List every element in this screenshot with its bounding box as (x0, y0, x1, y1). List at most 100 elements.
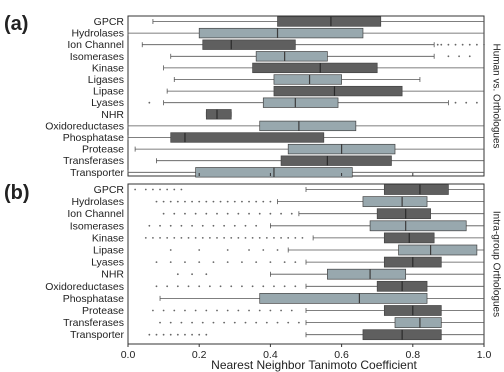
category-label-a-hydrolases: Hydrolases (71, 28, 124, 40)
outlier-b-oxidoreductases-7 (230, 285, 233, 288)
outlier-a-ion-channel-3 (454, 43, 457, 46)
outlier-b-transferases-6 (223, 321, 226, 324)
outlier-b-hydrolases-14 (255, 200, 258, 203)
outlier-b-hydrolases-2 (169, 200, 172, 203)
outlier-b-lyases-3 (198, 261, 201, 263)
outlier-b-ion-channel-8 (248, 212, 250, 215)
side-label-a: Human vs. Orthologues (490, 43, 501, 148)
outlier-b-transporter-0 (148, 333, 151, 336)
outlier-b-oxidoreductases-9 (251, 285, 254, 288)
box-b-nhr (327, 268, 407, 280)
outlier-a-ion-channel-2 (447, 43, 450, 46)
outlier-b-lipase-4 (262, 249, 265, 251)
category-label-b-hydrolases: Hydrolases (71, 196, 124, 208)
outlier-b-hydrolases-7 (205, 200, 208, 203)
outlier-b-oxidoreductases-5 (208, 285, 211, 288)
category-label-a-protease: Protease (82, 144, 124, 156)
outlier-b-nhr-2 (205, 273, 208, 276)
category-label-b-ion-channel: Ion Channel (67, 208, 124, 220)
outlier-b-transferases-0 (159, 321, 161, 324)
category-label-a-transferases: Transferases (63, 155, 124, 167)
outlier-b-hydrolases-15 (262, 200, 265, 203)
outlier-b-kinase-8 (201, 237, 204, 239)
box-a-isomerases (255, 51, 328, 62)
outlier-b-oxidoreductases-6 (219, 285, 222, 288)
category-label-a-gpcr: GPCR (94, 16, 125, 28)
x-tick-label-2: 0.4 (263, 349, 278, 361)
outlier-b-transporter-6 (191, 333, 193, 336)
box-a-ion-channel (202, 39, 296, 50)
x-tick-label-0: 0.0 (121, 349, 136, 361)
outlier-b-ion-channel-9 (258, 212, 261, 215)
outlier-b-kinase-2 (159, 237, 161, 239)
outlier-b-isomerases-3 (180, 224, 183, 227)
outlier-b-transferases-2 (180, 321, 183, 324)
outlier-b-kinase-22 (301, 237, 304, 239)
outlier-b-hydrolases-0 (155, 200, 158, 203)
outlier-a-isomerases-2 (468, 55, 471, 58)
outlier-b-gpcr-3 (159, 188, 161, 191)
side-label-b: Intra-group Orthologues (490, 211, 501, 317)
outlier-b-kinase-18 (273, 237, 275, 239)
box-a-transferases (280, 155, 392, 166)
outlier-b-hydrolases-12 (241, 200, 243, 203)
category-label-a-phosphatase: Phosphatase (63, 132, 124, 144)
outlier-b-ion-channel-6 (226, 212, 229, 215)
outlier-b-kinase-6 (187, 237, 190, 239)
box-a-lipase (273, 85, 403, 97)
outlier-b-nhr-1 (191, 273, 193, 276)
category-label-a-transporter: Transporter (70, 167, 124, 179)
category-label-b-lyases: Lyases (91, 257, 124, 269)
outlier-b-hydrolases-9 (219, 200, 222, 203)
box-a-oxidoreductases (259, 120, 357, 132)
x-tick-label-5: 1.0 (477, 349, 492, 361)
outlier-b-gpcr-5 (173, 188, 176, 191)
outlier-b-isomerases-1 (159, 224, 161, 227)
panel-label-b: (b) (4, 182, 30, 204)
box-a-phosphatase (170, 132, 325, 143)
category-label-b-gpcr: GPCR (94, 184, 125, 196)
outlier-b-oxidoreductases-0 (155, 285, 158, 288)
outlier-b-transporter-5 (184, 333, 186, 336)
x-tick-label-3: 0.6 (334, 349, 349, 361)
outlier-b-protease-13 (290, 309, 293, 312)
outlier-b-kinase-5 (180, 237, 183, 239)
panel-b-frame (127, 183, 485, 345)
category-label-b-lipase: Lipase (93, 245, 124, 257)
outlier-b-protease-7 (226, 309, 229, 312)
outlier-b-oxidoreductases-11 (273, 285, 275, 288)
outlier-a-ion-channel-4 (461, 43, 464, 46)
outlier-b-isomerases-2 (169, 224, 172, 227)
outlier-b-gpcr-6 (180, 188, 183, 191)
outlier-b-transferases-5 (212, 321, 215, 324)
outlier-b-ion-channel-10 (269, 212, 272, 215)
outlier-b-hydrolases-1 (162, 200, 165, 203)
x-tick-label-1: 0.2 (192, 349, 207, 361)
category-label-b-oxidoreductases: Oxidoreductases (45, 281, 124, 293)
category-label-b-protease: Protease (82, 305, 124, 317)
outlier-a-ion-channel-5 (468, 43, 471, 46)
outlier-b-transporter-2 (162, 333, 165, 336)
outlier-b-ion-channel-11 (280, 212, 282, 215)
outlier-b-protease-5 (205, 309, 208, 312)
category-label-b-transferases: Transferases (63, 317, 124, 329)
box-b-lipase (398, 244, 478, 256)
category-label-a-ligases: Ligases (88, 74, 124, 86)
outlier-b-transporter-7 (198, 333, 201, 336)
outlier-b-kinase-11 (223, 237, 226, 239)
outlier-b-hydrolases-11 (233, 200, 236, 203)
outlier-b-hydrolases-8 (212, 200, 215, 203)
outlier-b-transferases-9 (255, 321, 258, 324)
outlier-a-lyases-1 (454, 101, 457, 104)
outlier-b-kinase-21 (294, 237, 297, 239)
box-a-nhr (205, 109, 232, 120)
outlier-b-oxidoreductases-10 (262, 285, 265, 288)
box-a-lyases (262, 97, 339, 108)
outlier-b-lyases-8 (269, 261, 272, 263)
outlier-b-kinase-13 (237, 237, 240, 239)
outlier-b-lipase-1 (198, 249, 201, 251)
outlier-b-transferases-8 (244, 321, 247, 324)
outlier-a-ion-channel-6 (475, 43, 478, 46)
outlier-b-transferases-13 (297, 321, 300, 324)
category-label-a-lipase: Lipase (93, 86, 124, 98)
